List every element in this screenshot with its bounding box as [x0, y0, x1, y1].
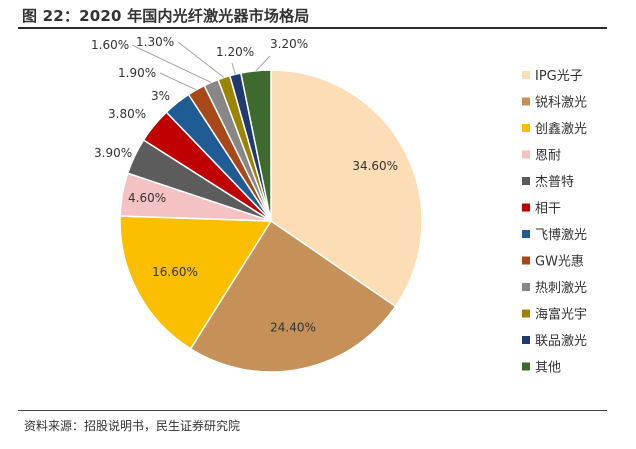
- legend-label-0: IPG光子: [535, 69, 583, 84]
- slice-label-5: 3.80%: [108, 107, 146, 121]
- legend-swatch-3: [522, 150, 530, 159]
- legend-swatch-9: [522, 309, 530, 318]
- slice-label-7: 1.90%: [118, 66, 156, 80]
- legend-label-9: 海富光宇: [535, 307, 587, 323]
- legend-label-5: 相干: [535, 202, 561, 217]
- pie-slice-2: [119, 215, 273, 350]
- legend-swatch-10: [522, 336, 530, 344]
- legend-swatch-11: [522, 362, 530, 371]
- legend-swatch-5: [522, 203, 530, 212]
- pie-slices: [119, 69, 423, 373]
- slice-label-11: 3.20%: [270, 37, 308, 51]
- slice-label-6: 3%: [151, 89, 170, 103]
- legend-label-10: 联品激光: [535, 334, 587, 349]
- slice-label-1: 24.40%: [270, 321, 316, 335]
- legend-label-2: 创鑫激光: [535, 121, 587, 137]
- legend-label-3: 恩耐: [535, 149, 561, 164]
- pie-slice-1: [189, 219, 397, 373]
- legend-label-8: 热刺激光: [535, 281, 587, 296]
- legend-swatch-1: [522, 97, 530, 106]
- legend-swatch-8: [522, 283, 530, 291]
- data-labels: 34.60% 24.40% 16.60% 4.60% 3.90% 3.80% 3% 1.90%…: [91, 35, 398, 335]
- leader-line-9: [177, 41, 225, 78]
- source-rule: [18, 410, 607, 411]
- slice-label-8: 1.60%: [91, 38, 129, 52]
- legend-swatch-4: [522, 177, 530, 185]
- leader-line-8: [131, 44, 212, 83]
- legend-label-7: GW光惠: [535, 255, 584, 270]
- slice-label-3: 4.60%: [128, 191, 166, 205]
- legend-swatch-0: [522, 71, 530, 79]
- figure-title: 图 22：2020 年国内光纤激光器市场格局: [22, 7, 310, 25]
- legend-label-11: 其他: [535, 361, 561, 376]
- pie-slice-0: [270, 69, 423, 308]
- legend-swatch-7: [522, 256, 530, 265]
- leader-line-10: [231, 62, 236, 75]
- legend-label-1: 锐科激光: [535, 96, 587, 111]
- title-rule: [18, 27, 607, 29]
- leader-line-7: [159, 72, 197, 91]
- legend-label-4: 杰普特: [535, 175, 574, 190]
- slice-label-2: 16.60%: [152, 265, 198, 279]
- source-note: 资料来源：招股说明书，民生证券研究院: [24, 419, 241, 433]
- leader-line-11: [255, 55, 271, 72]
- slice-label-9: 1.30%: [136, 35, 174, 49]
- slice-label-4: 3.90%: [94, 146, 132, 160]
- slice-label-0: 34.60%: [352, 159, 398, 173]
- legend-swatch-2: [522, 124, 530, 132]
- leader-lines: [131, 41, 271, 91]
- pie-slice-11: [239, 69, 272, 222]
- slice-label-10: 1.20%: [216, 45, 254, 59]
- legend-label-6: 飞博激光: [535, 228, 587, 243]
- legend-swatch-6: [522, 230, 530, 238]
